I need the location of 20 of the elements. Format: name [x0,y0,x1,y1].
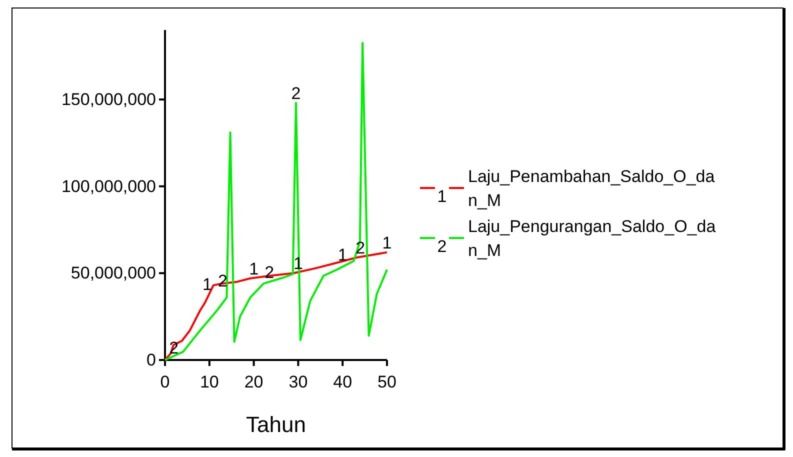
legend-label: Laju_Penambahan_Saldo_O_dan_M [468,167,716,210]
x-tick-label: 40 [333,372,352,392]
legend-label: Laju_Pengurangan_Saldo_O_dan_M [468,217,716,260]
x-tick-label: 10 [200,372,219,392]
y-tick-label: 0 [146,350,156,370]
annotation: 1 [249,259,259,278]
x-tick-label: 20 [244,372,264,392]
text: 1 [437,187,447,206]
x-tick-label: 0 [160,372,170,392]
x-tick-label: 30 [288,372,308,392]
y-tick-label: 150,000,000 [61,90,156,109]
y-tick-label: 100,000,000 [61,176,156,196]
annotation: 1 [382,233,392,252]
annotation: 2 [291,84,301,103]
annotation: 1 [338,245,348,264]
x-axis-title: Tahun [246,412,306,437]
x-tick-label: 50 [378,372,396,392]
y-tick-label: 50,000,000 [70,264,156,283]
text: 2 [437,237,447,256]
annotation: 1 [202,275,212,294]
